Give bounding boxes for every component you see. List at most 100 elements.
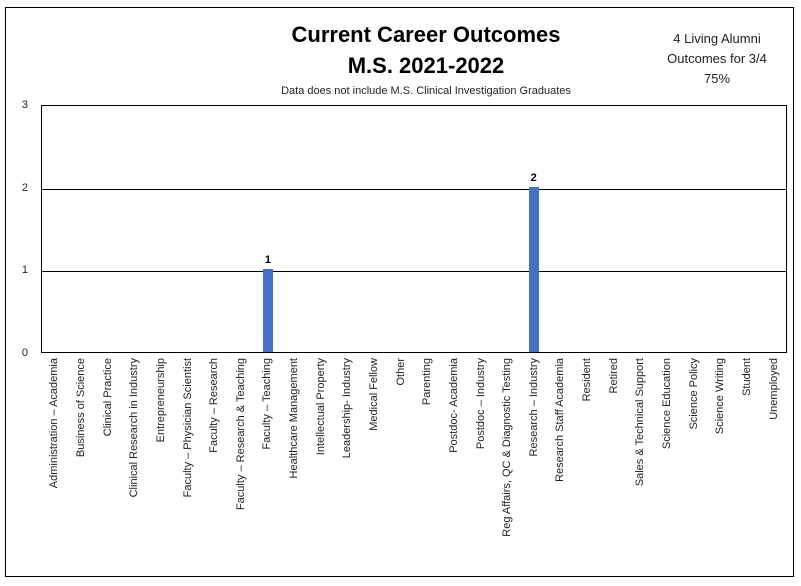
x-axis-label: Leadership- Industry [341,358,354,459]
x-axis: Administration – Academia Business of Sci… [41,358,787,568]
bar-slot [388,106,415,352]
chart-frame: Current Career Outcomes M.S. 2021-2022 D… [5,7,794,577]
y-axis-tick-label: 3 [21,99,28,111]
x-axis-label-slot: Faculty – Teaching [254,358,281,568]
x-axis-label: Intellectual Property [314,358,327,456]
x-axis-label-slot: Intellectual Property [307,358,334,568]
x-axis-label-slot: Retired [600,358,627,568]
bar-slot [308,106,335,352]
annotation-line-2: Outcomes for 3/4 [667,51,767,66]
x-axis-label: Science Policy [687,358,700,430]
bar-slot [733,106,760,352]
chart-title: Current Career Outcomes [291,22,561,47]
gridline [42,188,786,190]
x-axis-label: Faculty – Research & Teaching [234,358,247,511]
bar-slot [600,106,627,352]
x-axis-label-slot: Faculty – Research [201,358,228,568]
bar-slot [69,106,96,352]
bar-slot [467,106,494,352]
y-axis-tick-label: 1 [21,264,28,277]
x-axis-label: Resident [581,358,594,402]
bar-slot: 1 [255,106,282,352]
x-axis-label-slot: Science Policy [680,358,707,568]
x-axis-label-slot: Resident [574,358,601,568]
x-axis-label-slot: Medical Fellow [361,358,388,568]
x-axis-label: Administration – Academia [48,358,61,489]
bar-slot [494,106,521,352]
x-axis-label: Research Staff Academia [554,358,567,482]
x-axis-label: Science Writing [714,358,727,435]
x-axis-label-slot: Other [387,358,414,568]
x-axis-label-slot: Administration – Academia [41,358,68,568]
bar-slot [148,106,175,352]
x-axis-label-slot: Clinical Practice [94,358,121,568]
x-axis-label: Sales & Technical Support [634,358,647,487]
x-axis-label: Entrepreneurship [154,358,167,443]
bar-slot [281,106,308,352]
bar-slot [201,106,228,352]
bar-slot [334,106,361,352]
y-axis: 0 1 2 3 [6,99,28,359]
chart-title-block: Current Career Outcomes M.S. 2021-2022 D… [41,19,801,98]
x-axis-label-slot: Student [734,358,761,568]
x-axis-label: Parenting [421,358,434,406]
bar-value-label: 1 [264,254,271,267]
bar-slot [42,106,69,352]
bar-value-label: 2 [530,171,537,184]
bar-slot [706,106,733,352]
x-axis-label-slot: Leadership- Industry [334,358,361,568]
x-axis-label: Postdoc- Academia [447,358,460,453]
chart-title-line2: M.S. 2021-2022 [347,53,505,78]
x-axis-label: Unemployed [767,358,780,420]
x-axis-label-slot: Science Writing [707,358,734,568]
bar-slot: 2 [520,106,547,352]
gridline [42,271,786,273]
bar-slot [175,106,202,352]
x-axis-label-slot: Sales & Technical Support [627,358,654,568]
x-axis-label: Reg Affairs, QC & Diagnostic Testing [501,358,514,537]
bar-slot [414,106,441,352]
x-axis-label: Medical Fellow [368,358,380,431]
x-axis-label: Other [394,358,407,386]
x-axis-label: Clinical Research in Industry [128,358,141,498]
bar-slot [228,106,255,352]
x-axis-label-slot: Healthcare Management [281,358,308,568]
alumni-annotation: 4 Living Alumni Outcomes for 3/4 75% [634,29,800,89]
x-axis-label-slot: Research Staff Academia [547,358,574,568]
bar-slot [547,106,574,352]
annotation-line-3: 75% [703,71,731,86]
bar [528,186,539,352]
x-axis-label-slot: Unemployed [760,358,787,568]
x-axis-label-slot: Science Education [654,358,681,568]
bar-slot [627,106,654,352]
x-axis-label: Faculty – Physician Scientist [181,358,194,498]
x-axis-label: Science Education [661,358,674,450]
bar-slot [680,106,707,352]
y-axis-tick-label: 2 [21,181,28,194]
bar-slot [574,106,601,352]
x-axis-label: Student [740,358,753,396]
x-axis-label-slot: Business of Science [68,358,95,568]
x-axis-label: Faculty – Research [208,358,221,453]
x-axis-label: Faculty – Teaching [261,358,274,450]
bar-slot [361,106,388,352]
x-axis-label: Retired [607,358,620,394]
x-axis-label: Postdoc – Industry [474,358,487,450]
x-axis-label-slot: Parenting [414,358,441,568]
x-axis-label-slot: Research – Industry [521,358,548,568]
annotation-line-1: 4 Living Alumni [673,31,761,46]
bar [262,269,273,352]
x-axis-label: Research – Industry [527,358,540,457]
x-axis-label-slot: Postdoc- Academia [441,358,468,568]
chart-subtitle: Data does not include M.S. Clinical Inve… [281,85,571,97]
bar-slot [122,106,149,352]
x-axis-label-slot: Postdoc – Industry [467,358,494,568]
x-axis-label: Business of Science [74,358,87,458]
bar-slot [653,106,680,352]
bar-slot [95,106,122,352]
bar-slot [760,106,787,352]
x-axis-label-slot: Reg Affairs, QC & Diagnostic Testing [494,358,521,568]
bar-slot [441,106,468,352]
